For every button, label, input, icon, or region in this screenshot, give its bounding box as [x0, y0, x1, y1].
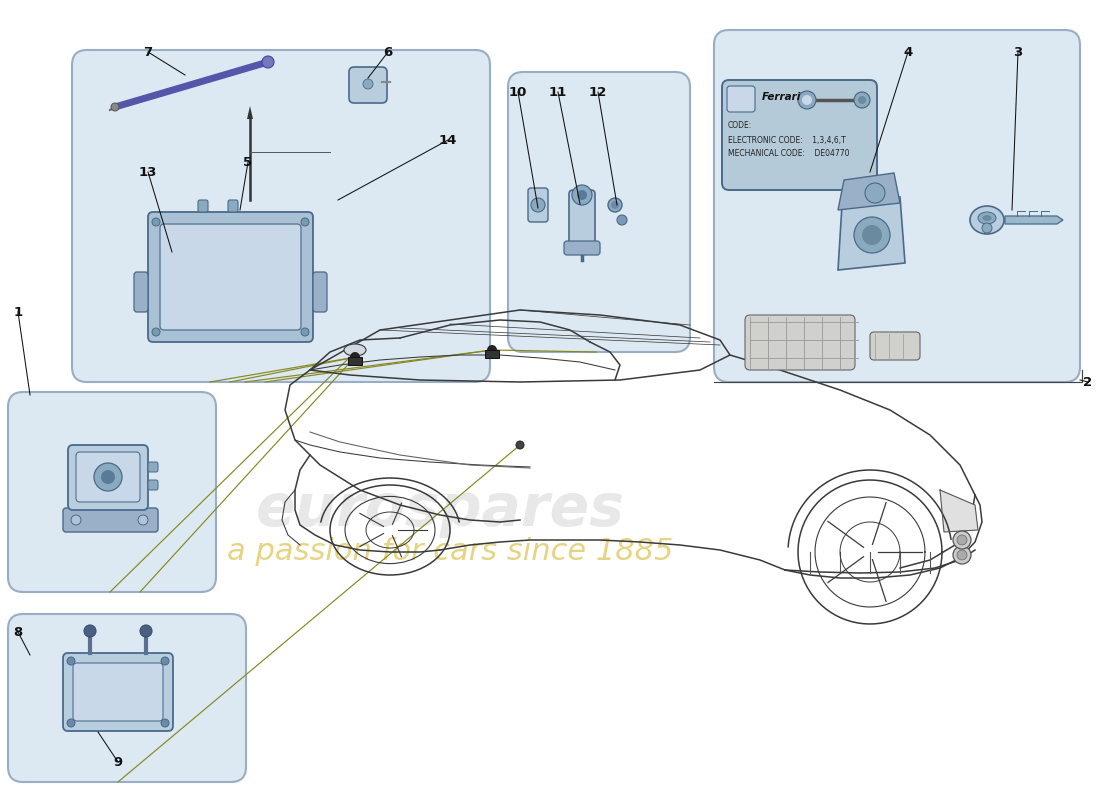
Text: 12: 12	[588, 86, 607, 98]
Circle shape	[982, 223, 992, 233]
Circle shape	[957, 550, 967, 560]
Polygon shape	[940, 490, 978, 532]
FancyBboxPatch shape	[508, 72, 690, 352]
FancyBboxPatch shape	[72, 50, 490, 382]
Circle shape	[262, 56, 274, 68]
FancyBboxPatch shape	[745, 315, 855, 370]
Circle shape	[802, 95, 812, 105]
FancyBboxPatch shape	[314, 272, 327, 312]
Circle shape	[161, 657, 169, 665]
Ellipse shape	[978, 212, 996, 224]
Circle shape	[531, 198, 544, 212]
Polygon shape	[838, 173, 900, 210]
Circle shape	[487, 345, 497, 355]
Circle shape	[84, 625, 96, 637]
FancyBboxPatch shape	[8, 392, 216, 592]
Ellipse shape	[970, 206, 1004, 234]
Circle shape	[617, 215, 627, 225]
Circle shape	[798, 91, 816, 109]
Text: 9: 9	[113, 755, 122, 769]
Circle shape	[572, 185, 592, 205]
Text: 8: 8	[13, 626, 23, 638]
FancyBboxPatch shape	[134, 272, 148, 312]
Text: MECHANICAL CODE:    DE04770: MECHANICAL CODE: DE04770	[728, 150, 849, 158]
FancyBboxPatch shape	[63, 653, 173, 731]
Circle shape	[152, 328, 160, 336]
Text: 14: 14	[439, 134, 458, 146]
Text: Ferrari: Ferrari	[762, 92, 801, 102]
FancyBboxPatch shape	[198, 200, 208, 212]
FancyBboxPatch shape	[228, 200, 238, 212]
Circle shape	[301, 328, 309, 336]
Circle shape	[953, 531, 971, 549]
FancyBboxPatch shape	[8, 614, 246, 782]
Circle shape	[862, 225, 882, 245]
FancyBboxPatch shape	[73, 663, 163, 721]
Circle shape	[138, 515, 148, 525]
Circle shape	[865, 183, 886, 203]
Text: 6: 6	[384, 46, 393, 58]
Circle shape	[957, 535, 967, 545]
Polygon shape	[838, 197, 905, 270]
Text: 10: 10	[509, 86, 527, 98]
Circle shape	[854, 217, 890, 253]
Text: 3: 3	[1013, 46, 1023, 58]
Circle shape	[363, 79, 373, 89]
FancyBboxPatch shape	[148, 212, 314, 342]
FancyBboxPatch shape	[714, 30, 1080, 382]
Circle shape	[350, 352, 360, 362]
FancyBboxPatch shape	[68, 445, 148, 510]
FancyBboxPatch shape	[564, 241, 600, 255]
Text: ELECTRONIC CODE:    1,3,4,6,T: ELECTRONIC CODE: 1,3,4,6,T	[728, 135, 846, 145]
FancyBboxPatch shape	[160, 224, 301, 330]
Circle shape	[953, 546, 971, 564]
Text: 7: 7	[143, 46, 153, 58]
Circle shape	[67, 657, 75, 665]
FancyBboxPatch shape	[76, 452, 140, 502]
FancyBboxPatch shape	[569, 190, 595, 245]
FancyBboxPatch shape	[727, 86, 755, 112]
Circle shape	[516, 441, 524, 449]
Circle shape	[111, 103, 119, 111]
Circle shape	[854, 92, 870, 108]
Circle shape	[578, 190, 587, 200]
Circle shape	[101, 470, 116, 484]
Circle shape	[301, 218, 309, 226]
Circle shape	[67, 719, 75, 727]
Circle shape	[161, 719, 169, 727]
FancyBboxPatch shape	[528, 188, 548, 222]
Ellipse shape	[982, 215, 991, 221]
Circle shape	[140, 625, 152, 637]
Circle shape	[94, 463, 122, 491]
FancyBboxPatch shape	[870, 332, 920, 360]
Text: eurospares: eurospares	[255, 482, 625, 538]
Polygon shape	[248, 106, 253, 119]
Circle shape	[608, 198, 622, 212]
Polygon shape	[1005, 216, 1063, 224]
Text: 1: 1	[13, 306, 23, 318]
FancyBboxPatch shape	[722, 80, 877, 190]
Text: 2: 2	[1084, 375, 1092, 389]
FancyBboxPatch shape	[148, 480, 158, 490]
Text: 4: 4	[903, 46, 913, 58]
FancyBboxPatch shape	[63, 508, 158, 532]
Bar	[485, 350, 499, 358]
Text: CODE:: CODE:	[728, 122, 752, 130]
FancyBboxPatch shape	[148, 462, 158, 472]
Bar	[348, 357, 362, 365]
Text: 5: 5	[243, 155, 253, 169]
FancyBboxPatch shape	[349, 67, 387, 103]
Circle shape	[72, 515, 81, 525]
Ellipse shape	[344, 344, 366, 356]
Text: 13: 13	[139, 166, 157, 178]
Circle shape	[858, 96, 866, 104]
Text: 11: 11	[549, 86, 568, 98]
Circle shape	[610, 201, 619, 209]
Circle shape	[152, 218, 160, 226]
Text: a passion for cars since 1885: a passion for cars since 1885	[227, 538, 673, 566]
